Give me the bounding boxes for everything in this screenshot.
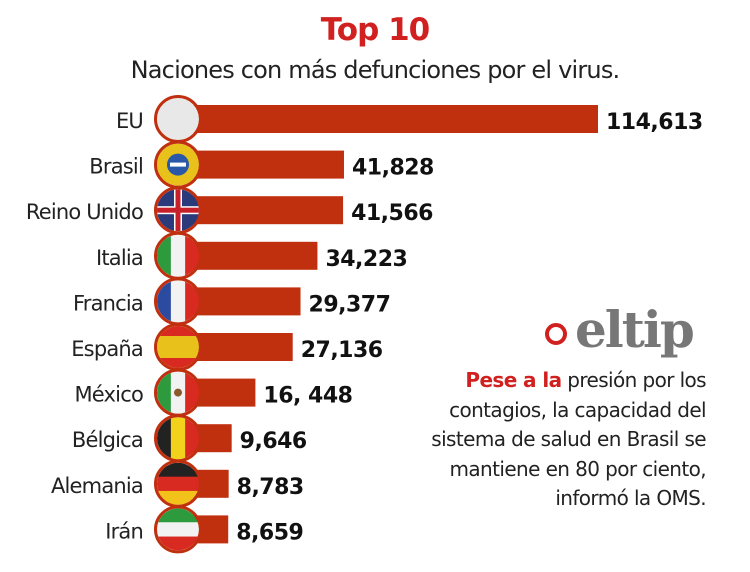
category-label: España (71, 337, 143, 361)
category-label: Italia (96, 246, 143, 270)
value-label: 41,566 (351, 201, 433, 226)
uk-flag-icon (157, 189, 199, 232)
eltip-logo: eltip (545, 300, 695, 359)
category-label: EU (116, 109, 143, 133)
germany-flag-icon (157, 462, 199, 505)
bar-row: Reino Unido 41,566 (26, 186, 434, 235)
bar-row: Italia 34,223 (96, 231, 408, 280)
bar-row: México 16, 448 (74, 368, 353, 417)
italy-flag-icon (157, 234, 199, 277)
bar (178, 150, 344, 179)
value-label: 114,613 (606, 110, 703, 135)
bar-row: Brasil 41,828 (89, 140, 434, 189)
value-label: 34,223 (325, 247, 407, 272)
tip-lead: Pese a la (465, 368, 562, 392)
category-label: México (74, 383, 143, 407)
belgium-flag-icon (157, 417, 199, 460)
bar-row: España 27,136 (71, 323, 383, 371)
tip-body: presión por los contagios, la capacidad … (431, 368, 706, 510)
iran-flag-icon (157, 508, 199, 551)
value-label: 16, 448 (263, 384, 352, 409)
brazil-flag-icon (157, 143, 199, 186)
value-label: 8,659 (236, 520, 303, 545)
value-label: 9,646 (240, 429, 307, 454)
logo-text: eltip (575, 300, 695, 359)
bar-row: Bélgica 9,646 (72, 414, 307, 463)
spain-flag-icon (157, 326, 199, 368)
chart-subtitle: Naciones con más defunciones por el viru… (130, 56, 621, 84)
bar-row: Irán 8,659 (105, 505, 304, 554)
category-label: Bélgica (72, 428, 143, 452)
bar-row: Alemania 8,783 (51, 459, 304, 508)
bar-row: Francia 29,377 (73, 277, 391, 326)
value-label: 8,783 (237, 475, 304, 500)
mexico-flag-icon (157, 371, 199, 414)
value-label: 41,828 (352, 156, 434, 181)
value-label: 27,136 (301, 338, 383, 363)
logo-dot-icon (545, 323, 567, 345)
category-label: Reino Unido (26, 200, 143, 224)
france-flag-icon (157, 280, 199, 323)
category-label: Brasil (89, 155, 143, 179)
usa-flag-icon (157, 98, 199, 140)
bar-row: EU 114,613 (116, 95, 703, 143)
bar (178, 196, 344, 225)
category-label: Alemania (51, 474, 143, 498)
category-label: Irán (105, 519, 143, 543)
value-label: 29,377 (309, 292, 391, 317)
tip-text: Pese a la presión por los contagios, la … (416, 366, 706, 514)
chart-title: Top 10 (320, 12, 430, 48)
category-label: Francia (73, 291, 143, 315)
bar (178, 105, 598, 133)
